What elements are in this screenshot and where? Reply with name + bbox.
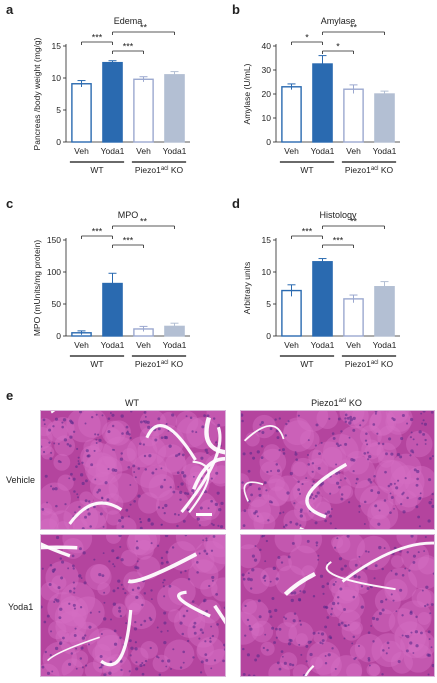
bar-3: [164, 74, 185, 143]
group-label-ko: Piezo1acl KO: [135, 165, 184, 175]
panel-letter-a: a: [6, 2, 14, 17]
panel-letter-d: d: [232, 196, 240, 211]
bar-1: [312, 261, 333, 337]
significance-label: ***: [333, 236, 344, 246]
bar-2: [343, 298, 364, 337]
x-tick-label: Veh: [284, 146, 299, 156]
x-tick-label: Veh: [136, 340, 151, 350]
y-tick-label: 40: [262, 41, 272, 51]
bar-0: [281, 289, 302, 337]
significance-label: ***: [123, 42, 134, 52]
micrograph-column-piezo1-ko: Piezo1acl KO: [311, 398, 362, 408]
bar-1: [102, 61, 123, 143]
mpo-chart: MPO MPO (mUnits/mg protein) 0 50 100 150 Veh Yo…: [32, 210, 190, 369]
x-tick-label: Veh: [346, 146, 361, 156]
significance-label: ***: [302, 227, 313, 237]
x-tick-label: Veh: [74, 340, 89, 350]
y-tick-label: 5: [56, 105, 61, 115]
x-tick-label: Veh: [346, 340, 361, 350]
amylase-chart: Amylase Amylase (U/mL) 0 10 20 30 40 Veh Yoda1 Ve…: [242, 16, 400, 175]
y-axis-label: Pancreas /body weight (mg/g): [32, 37, 42, 150]
micrograph-wt-vehicle: [40, 410, 226, 530]
histology-chart: Histology Arbitrary units 0 5 10 15 Veh Yoda1 Ve…: [242, 210, 400, 369]
edema-chart: Edema Pancreas /body weight (mg/g) 0 5 10 15 V…: [32, 16, 190, 175]
y-axis-label: Amylase (U/mL): [242, 63, 252, 124]
bar-1: [312, 63, 333, 143]
x-tick-label: Yoda1: [373, 340, 397, 350]
significance-label: **: [350, 217, 358, 227]
x-tick-label: Yoda1: [373, 146, 397, 156]
group-label-wt: WT: [300, 359, 313, 369]
significance-label: **: [140, 23, 148, 33]
x-tick-label: Yoda1: [311, 340, 335, 350]
micrograph-row-yoda1: Yoda1: [8, 602, 34, 612]
chart-title: Amylase: [321, 16, 356, 26]
group-label-wt: WT: [300, 165, 313, 175]
y-tick-label: 5: [266, 299, 271, 309]
y-tick-label: 15: [262, 235, 272, 245]
bar-2: [343, 88, 364, 143]
y-tick-label: 50: [52, 299, 62, 309]
significance-label: **: [350, 23, 358, 33]
y-tick-label: 0: [56, 137, 61, 147]
panel-letter-e: e: [6, 388, 14, 403]
y-tick-label: 0: [266, 137, 271, 147]
chart-title: Edema: [114, 16, 143, 26]
bar-0: [281, 86, 302, 143]
group-label-ko: Piezo1acl KO: [135, 359, 184, 369]
x-tick-label: Yoda1: [101, 340, 125, 350]
y-tick-label: 10: [262, 267, 272, 277]
x-tick-label: Yoda1: [101, 146, 125, 156]
y-tick-label: 0: [266, 331, 271, 341]
scale-bar: [196, 513, 212, 516]
significance-label: ***: [123, 236, 134, 246]
y-tick-label: 100: [47, 267, 61, 277]
panel-letter-b: b: [232, 2, 240, 17]
micrograph-wt-yoda1: [40, 534, 226, 677]
significance-label: **: [140, 217, 148, 227]
micrograph-ko-vehicle: [240, 410, 435, 530]
panel-letter-c: c: [6, 196, 14, 211]
y-tick-label: 20: [262, 89, 272, 99]
bar-0: [71, 83, 92, 143]
y-tick-label: 10: [262, 113, 272, 123]
chart-title: Histology: [319, 210, 357, 220]
significance-label: *: [336, 42, 340, 52]
group-label-ko: Piezo1acl KO: [345, 165, 394, 175]
significance-label: ***: [92, 227, 103, 237]
bar-3: [374, 286, 395, 337]
micrograph-column-wt: WT: [125, 398, 139, 408]
y-tick-label: 0: [56, 331, 61, 341]
bar-3: [374, 93, 395, 143]
group-label-wt: WT: [90, 165, 103, 175]
y-tick-label: 30: [262, 65, 272, 75]
y-tick-label: 10: [52, 73, 62, 83]
y-tick-label: 15: [52, 41, 62, 51]
micrograph-ko-yoda1: [240, 534, 435, 677]
x-tick-label: Veh: [284, 340, 299, 350]
x-tick-label: Yoda1: [163, 340, 187, 350]
y-tick-label: 150: [47, 235, 61, 245]
x-tick-label: Veh: [74, 146, 89, 156]
group-label-wt: WT: [90, 359, 103, 369]
y-axis-label: MPO (mUnits/mg protein): [32, 240, 42, 337]
bar-2: [133, 78, 154, 143]
x-tick-label: Yoda1: [163, 146, 187, 156]
significance-label: ***: [92, 33, 103, 43]
micrograph-row-vehicle: Vehicle: [6, 475, 36, 485]
chart-title: MPO: [118, 210, 139, 220]
group-label-ko: Piezo1acl KO: [345, 359, 394, 369]
x-tick-label: Yoda1: [311, 146, 335, 156]
significance-label: *: [305, 33, 309, 43]
y-axis-label: Arbitrary units: [242, 262, 252, 314]
x-tick-label: Veh: [136, 146, 151, 156]
